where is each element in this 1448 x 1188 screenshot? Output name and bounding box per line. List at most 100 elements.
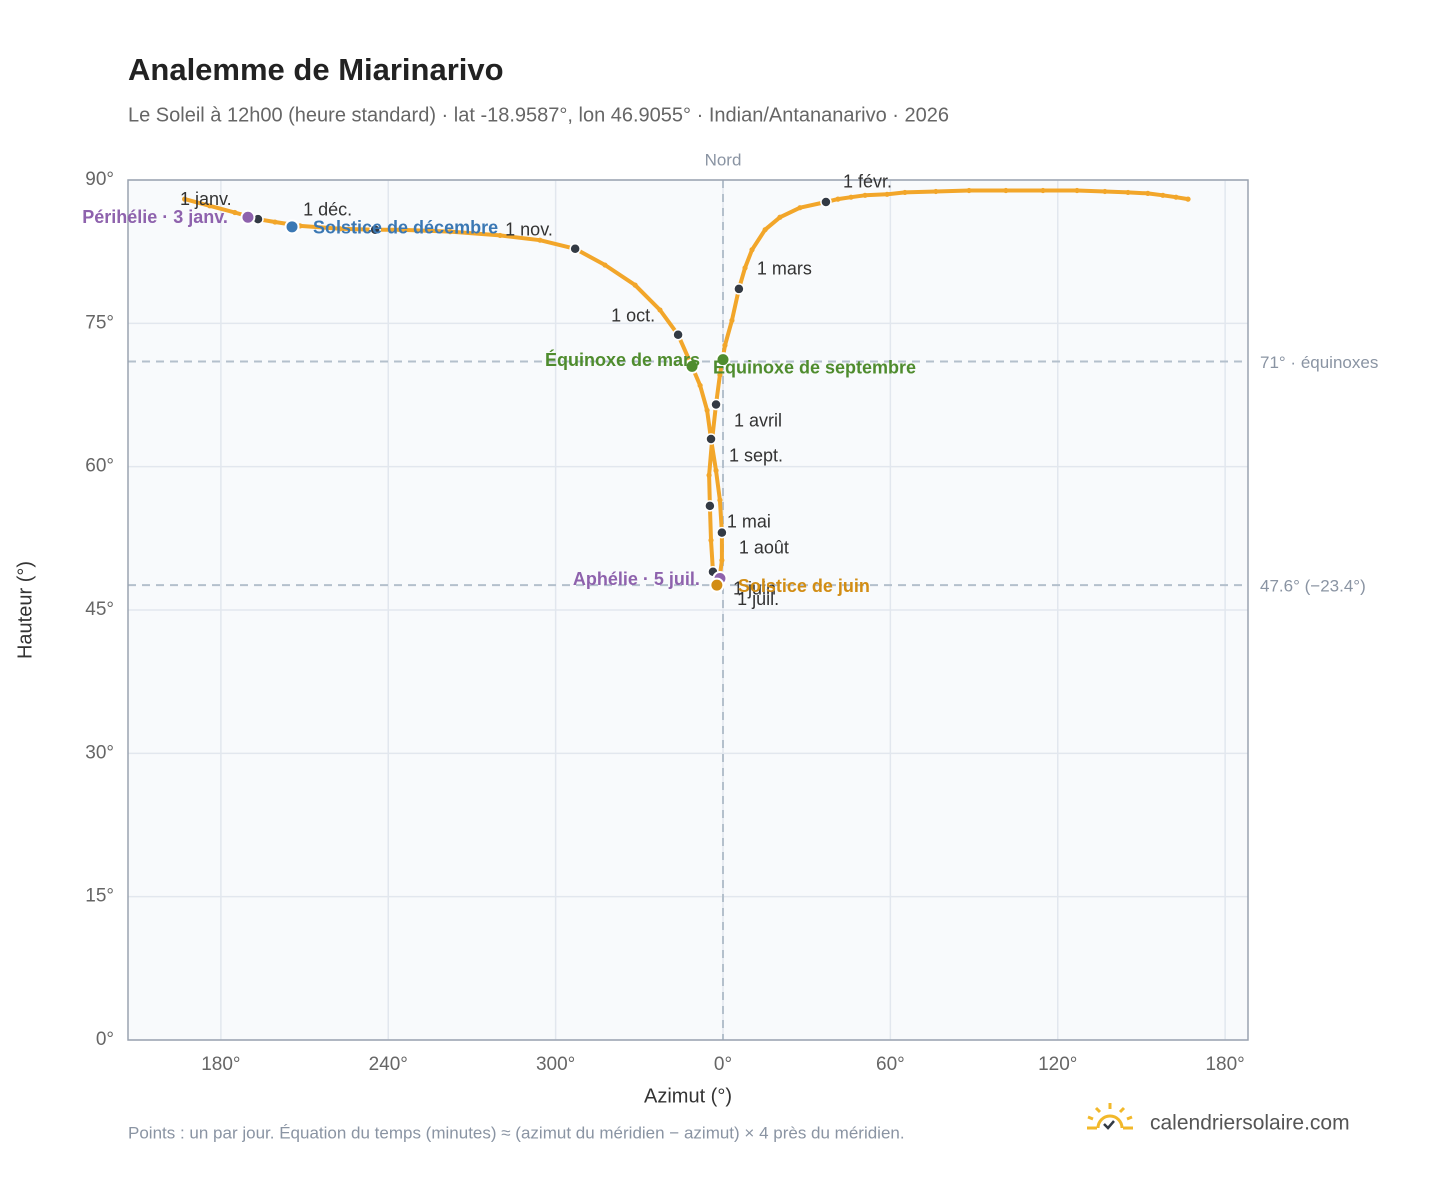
x-tick-label: 240°	[369, 1054, 408, 1075]
day-point	[232, 209, 238, 216]
day-point	[884, 191, 890, 197]
month-point	[705, 433, 717, 445]
day-point	[706, 472, 712, 478]
month-point	[672, 329, 684, 341]
event-label: Solstice de décembre	[313, 218, 498, 238]
day-point	[697, 382, 703, 389]
event-point	[715, 352, 731, 368]
day-point	[1074, 187, 1080, 194]
day-point	[797, 205, 803, 211]
day-point	[1160, 192, 1166, 198]
event-label: Périhélie · 3 janv.	[82, 207, 228, 227]
meridian-label: Nord	[705, 150, 742, 169]
day-point	[1003, 187, 1009, 194]
footnote: Points : un par jour. Équation du temps …	[128, 1123, 905, 1142]
month-label: 1 mai	[727, 512, 771, 532]
month-label: 1 juin	[733, 579, 776, 599]
day-point	[729, 317, 735, 324]
month-label: 1 avril	[734, 410, 782, 430]
month-point	[704, 500, 716, 512]
month-label: 1 sept.	[729, 446, 783, 466]
day-point	[1173, 194, 1179, 200]
chart-title: Analemme de Miarinarivo	[128, 52, 504, 87]
day-point	[933, 188, 939, 195]
y-tick-label: 45°	[85, 599, 114, 620]
month-label: 1 mars	[757, 259, 812, 279]
event-point	[240, 209, 256, 225]
day-point	[719, 557, 725, 563]
day-point	[207, 203, 213, 209]
day-point	[1185, 196, 1191, 202]
y-tick-label: 30°	[85, 742, 114, 763]
reference-label: 71° · équinoxes	[1260, 353, 1378, 372]
event-label: Équinoxe de septembre	[713, 356, 916, 377]
x-tick-label: 120°	[1038, 1054, 1077, 1075]
day-point	[749, 247, 755, 253]
y-tick-label: 0°	[96, 1029, 114, 1050]
y-tick-label: 15°	[85, 886, 114, 907]
day-point	[447, 229, 453, 235]
day-point	[708, 537, 714, 543]
month-point	[569, 243, 581, 255]
chart-subtitle: Le Soleil à 12h00 (heure standard) · lat…	[128, 104, 949, 126]
month-label: 1 févr.	[843, 172, 892, 192]
brand-logo	[1087, 1103, 1133, 1130]
day-point	[657, 307, 663, 313]
event-label: Solstice de juin	[738, 576, 870, 596]
y-axis-title: Hauteur (°)	[14, 561, 36, 659]
day-point	[537, 237, 543, 243]
event-label: Aphélie · 5 juil.	[573, 569, 700, 589]
day-point	[397, 227, 403, 233]
day-point	[337, 226, 343, 232]
day-point	[497, 232, 503, 239]
y-tick-label: 90°	[85, 169, 114, 190]
day-point	[862, 192, 868, 198]
month-label: 1 janv.	[180, 189, 232, 209]
x-tick-label: 300°	[536, 1054, 575, 1075]
month-point	[716, 526, 728, 539]
day-point	[704, 407, 710, 413]
day-point	[1102, 188, 1108, 195]
day-point	[762, 227, 768, 233]
day-point	[1125, 189, 1131, 196]
y-tick-label: 60°	[85, 456, 114, 477]
day-point	[848, 194, 854, 200]
day-point	[1145, 190, 1151, 196]
brand: calendriersolaire.com	[1150, 1112, 1350, 1135]
day-point	[902, 189, 908, 196]
day-point	[272, 219, 278, 225]
event-point	[284, 219, 300, 235]
month-label: 1 oct.	[611, 306, 655, 326]
x-tick-label: 180°	[1205, 1054, 1244, 1075]
event-point	[684, 358, 700, 374]
day-point	[1040, 187, 1046, 194]
month-label: 1 juil.	[737, 589, 779, 609]
event-point	[709, 577, 725, 593]
day-point	[717, 372, 723, 378]
month-label: 1 déc.	[303, 199, 352, 219]
reference-label: 47.6° (−23.4°)	[1260, 577, 1366, 596]
event-label: Équinoxe de mars	[545, 349, 700, 370]
month-point	[820, 196, 832, 208]
day-point	[742, 265, 748, 271]
day-point	[835, 196, 841, 202]
month-point	[710, 398, 722, 411]
day-point	[602, 262, 608, 268]
month-point	[369, 223, 381, 236]
day-point	[717, 497, 723, 503]
x-tick-label: 180°	[201, 1054, 240, 1075]
y-tick-label: 75°	[85, 312, 114, 333]
x-tick-label: 60°	[876, 1054, 905, 1075]
day-point	[777, 214, 783, 220]
day-point	[722, 342, 728, 348]
day-point	[713, 467, 719, 474]
month-point	[733, 283, 745, 295]
month-label: 1 août	[739, 537, 789, 557]
month-label: 1 nov.	[505, 220, 553, 240]
plot-border	[127, 179, 1249, 1041]
x-tick-label: 0°	[714, 1054, 732, 1075]
x-axis-title: Azimut (°)	[644, 1085, 732, 1107]
day-point	[632, 282, 638, 288]
day-point	[182, 196, 188, 202]
